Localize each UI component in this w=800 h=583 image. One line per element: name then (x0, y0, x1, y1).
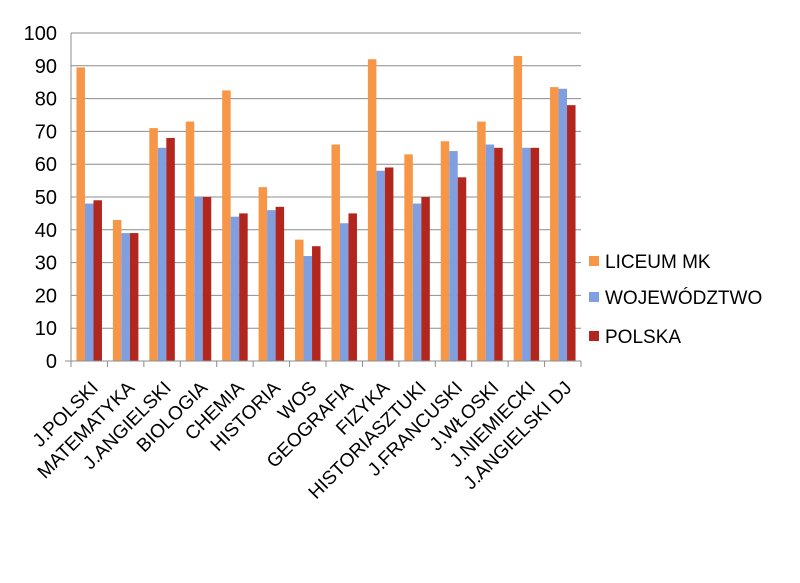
bar-liceum-mk-j-angielski (149, 128, 158, 361)
bar-polska-historia (275, 206, 285, 361)
bar-wojew-dztwo-fizyka (376, 170, 385, 361)
bar-polska-j-polski (93, 200, 102, 361)
bar-wojew-dztwo-j-niemiecki (522, 147, 531, 361)
bar-polska-geografia (348, 213, 357, 361)
y-tick-label: 50 (35, 187, 57, 209)
legend-swatch (589, 292, 599, 302)
bar-polska-chemia (239, 213, 248, 361)
bar-wojew-dztwo-j-polski (84, 203, 94, 361)
bar-liceum-mk-matematyka (112, 219, 122, 361)
bar-liceum-mk-j-polski (76, 67, 85, 361)
bar-polska-wos (312, 246, 321, 361)
bar-wojew-dztwo-historiasztuki (412, 203, 422, 361)
bar-liceum-mk-geografia (331, 144, 340, 361)
bar-polska-matematyka (129, 233, 139, 361)
legend-label: WOJEWÓDZTWO (605, 287, 762, 309)
axes (65, 33, 582, 367)
bar-polska-j-francuski (457, 177, 467, 361)
y-tick-label: 60 (35, 154, 57, 176)
y-tick-label: 70 (35, 121, 57, 143)
bar-wojew-dztwo-j-angielski-dj (558, 88, 568, 361)
legend-label: LICEUM MK (605, 252, 711, 273)
bar-polska-historiasztuki (421, 197, 430, 361)
y-tick-label: 90 (35, 56, 57, 78)
legend-swatch (589, 331, 599, 341)
bar-wojew-dztwo-j-w-oski (485, 144, 495, 361)
bar-liceum-mk-j-francuski (440, 141, 450, 361)
legend-label: POLSKA (605, 327, 681, 348)
bar-liceum-mk-biologia (185, 121, 195, 361)
y-axis-tick-labels: 0 10 20 30 40 50 60 70 80 90 100 (24, 23, 57, 373)
bars (76, 55, 576, 362)
bar-liceum-mk-j-niemiecki (513, 55, 523, 362)
y-tick-label: 20 (35, 285, 57, 307)
y-tick-label: 30 (35, 253, 57, 275)
gridlines (71, 32, 581, 329)
y-tick-label: 40 (35, 220, 57, 242)
bar-polska-j-niemiecki (530, 147, 540, 361)
bar-liceum-mk-j-w-oski (477, 121, 486, 361)
bar-liceum-mk-wos (295, 239, 304, 361)
x-axis-tick-labels: J.POLSKIMATEMATYKAJ.ANGIELSKIBIOLOGIACHE… (29, 377, 576, 503)
bar-polska-j-w-oski (494, 147, 503, 361)
bar-wojew-dztwo-wos (303, 256, 313, 361)
bar-wojew-dztwo-matematyka (121, 233, 130, 361)
bar-liceum-mk-historia (258, 187, 268, 361)
bar-wojew-dztwo-biologia (194, 197, 203, 361)
bar-wojew-dztwo-j-francuski (449, 151, 458, 361)
bar-polska-j-angielski (166, 137, 175, 361)
y-tick-label: 80 (35, 89, 57, 111)
y-tick-label: 0 (46, 351, 57, 373)
bar-wojew-dztwo-historia (267, 210, 276, 361)
bar-liceum-mk-j-angielski-dj (550, 87, 559, 362)
y-tick-label: 100 (24, 23, 57, 45)
bar-liceum-mk-fizyka (367, 59, 377, 362)
bar-wojew-dztwo-geografia (339, 223, 349, 361)
bar-liceum-mk-chemia (222, 90, 231, 362)
bar-wojew-dztwo-j-angielski (157, 147, 167, 361)
bar-polska-j-angielski-dj (567, 105, 576, 361)
bar-liceum-mk-historiasztuki (404, 154, 413, 361)
y-tick-label: 10 (35, 318, 57, 340)
legend: LICEUM MK WOJEWÓDZTWO POLSKA (589, 252, 762, 348)
bar-wojew-dztwo-chemia (230, 216, 240, 361)
bar-polska-fizyka (384, 167, 394, 361)
legend-swatch (589, 256, 599, 266)
bar-polska-biologia (202, 197, 212, 361)
